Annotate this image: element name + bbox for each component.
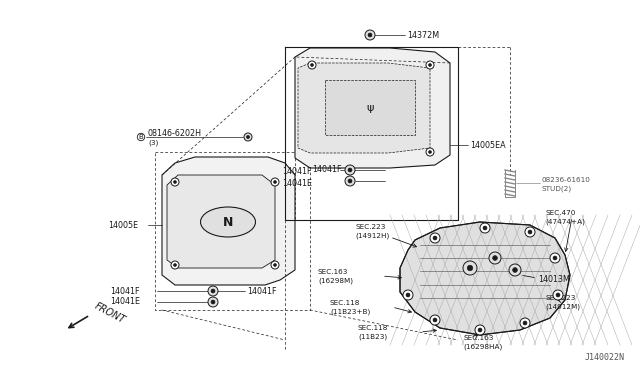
Text: 14005EA: 14005EA [470,141,506,150]
Circle shape [556,293,560,297]
Text: SEC.223: SEC.223 [355,224,385,230]
Circle shape [403,290,413,300]
Text: (47474+A): (47474+A) [545,219,585,225]
Circle shape [553,290,563,300]
Circle shape [426,61,434,69]
Text: 14041F: 14041F [282,167,312,176]
Circle shape [211,289,215,293]
Text: (3): (3) [148,140,158,146]
Text: SEC.118: SEC.118 [358,325,388,331]
Circle shape [525,227,535,237]
Circle shape [483,226,487,230]
Circle shape [513,267,517,272]
Circle shape [208,286,218,296]
Circle shape [480,223,490,233]
Text: (16298M): (16298M) [318,278,353,284]
Circle shape [429,151,431,154]
Text: J140022N: J140022N [585,353,625,362]
Circle shape [475,325,485,335]
Text: (14912M): (14912M) [545,304,580,310]
Text: 14041E: 14041E [282,179,312,187]
Text: SEC.163: SEC.163 [463,335,493,341]
Polygon shape [167,175,275,268]
Text: (16298HA): (16298HA) [463,344,502,350]
Circle shape [173,263,177,266]
Circle shape [429,64,431,67]
Ellipse shape [200,207,255,237]
Text: SEC.163: SEC.163 [318,269,348,275]
Circle shape [208,297,218,307]
Circle shape [310,64,314,67]
Text: (11B23): (11B23) [358,334,387,340]
Circle shape [246,135,250,139]
Circle shape [348,179,352,183]
Text: (14912H): (14912H) [355,233,389,239]
Text: (11B23+B): (11B23+B) [330,309,371,315]
Circle shape [523,321,527,325]
Circle shape [406,293,410,297]
Circle shape [553,256,557,260]
Circle shape [271,178,279,186]
Text: N: N [223,215,233,228]
Text: SEC.118: SEC.118 [330,300,360,306]
Text: 08236-61610: 08236-61610 [542,177,591,183]
Polygon shape [298,63,430,153]
Circle shape [345,176,355,186]
Circle shape [171,178,179,186]
Text: 14372M: 14372M [407,31,439,39]
Circle shape [550,253,560,263]
Circle shape [345,165,355,175]
Circle shape [365,30,375,40]
Circle shape [430,233,440,243]
Text: ψ: ψ [366,103,374,113]
Circle shape [433,236,437,240]
Circle shape [368,33,372,37]
Circle shape [273,263,276,266]
Circle shape [478,328,482,332]
Circle shape [171,261,179,269]
Polygon shape [295,48,450,168]
Circle shape [173,180,177,183]
Circle shape [273,180,276,183]
Circle shape [348,168,352,172]
Circle shape [430,315,440,325]
Text: 14013M: 14013M [538,276,570,285]
Circle shape [211,300,215,304]
Circle shape [463,261,477,275]
Circle shape [489,252,501,264]
Text: 08146-6202H: 08146-6202H [148,129,202,138]
Text: B: B [139,134,143,140]
Text: SEC.223: SEC.223 [545,295,575,301]
Text: 14041F: 14041F [247,286,276,295]
Text: SEC.470: SEC.470 [545,210,575,216]
Text: FRONT: FRONT [93,301,127,325]
Text: 14041F: 14041F [110,286,140,295]
Polygon shape [400,222,570,335]
Circle shape [528,230,532,234]
Circle shape [433,318,437,322]
Circle shape [426,148,434,156]
Text: 14041E: 14041E [110,298,140,307]
Polygon shape [325,80,415,135]
Text: 14005E: 14005E [108,221,138,230]
Text: 14041F: 14041F [312,166,342,174]
Circle shape [244,133,252,141]
Circle shape [493,256,497,260]
Text: STUD(2): STUD(2) [542,186,572,192]
Polygon shape [162,157,295,285]
Circle shape [509,264,521,276]
Circle shape [271,261,279,269]
Circle shape [308,61,316,69]
Circle shape [467,265,473,271]
Circle shape [520,318,530,328]
